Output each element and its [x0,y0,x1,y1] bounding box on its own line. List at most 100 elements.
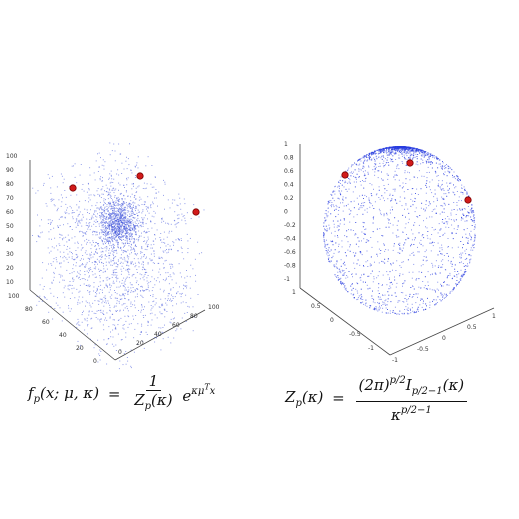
cube-point [121,198,123,200]
cube-point [130,205,131,207]
cube-point [125,269,127,271]
cube-point [172,311,173,313]
sphere-point [472,211,474,213]
sphere-point [418,170,420,172]
cube-point [145,232,147,234]
cube-point [100,222,102,224]
cube-point [79,211,81,213]
cube-x-tick: 20 [76,345,84,352]
sphere-point [339,251,340,253]
cube-point [153,186,155,188]
cube-point [113,228,115,230]
cube-point [106,312,108,314]
cube-point [138,230,140,232]
sphere-point [389,212,391,214]
cube-point [122,223,124,225]
cube-point [187,252,189,254]
cube-point [93,223,95,225]
cube-point [95,234,97,236]
cube-point [73,212,75,213]
sphere-point [384,250,386,252]
cube-point [91,244,93,246]
sphere-point [379,228,381,230]
sphere-point [386,190,388,191]
cube-point [169,263,171,265]
cube-point [54,205,56,207]
cube-point [57,249,59,251]
cube-point [154,314,156,316]
cube-point [123,219,125,221]
sphere-point [424,210,426,212]
cube-point [101,214,103,216]
cube-point [118,234,120,235]
cube-point [127,158,129,160]
cube-y-tick: 100 [208,304,220,311]
sphere-point [416,150,418,152]
cube-point [112,313,114,315]
cube-point [38,236,40,238]
cube-point [170,267,172,269]
cube-point [164,308,166,310]
cube-point [98,353,100,355]
cube-point [123,207,125,209]
cube-point [141,256,143,258]
sphere-point [361,254,363,256]
sphere-point [374,171,376,173]
cube-point [135,244,136,246]
sphere-point [446,284,448,286]
sphere-point [426,154,428,156]
cube-point [87,279,89,281]
cube-point [87,212,88,213]
cube-point [143,201,145,203]
cube-point [130,263,132,265]
cube-point [160,247,161,249]
cube-point [116,222,118,224]
cube-point [129,235,131,237]
cube-point [131,252,132,254]
cube-point [171,230,173,232]
cube-point [96,293,98,295]
sphere-point [386,149,388,151]
cube-point [105,227,107,229]
cube-point [50,263,52,265]
cube-point [90,269,92,270]
sphere-point [470,236,472,238]
cube-point [108,236,110,238]
sphere-point [375,194,377,196]
sphere-point [338,190,340,192]
cube-point [86,270,88,272]
cube-point [77,241,79,243]
sphere-point [445,193,447,195]
cube-point [111,274,113,276]
cube-point [105,285,107,287]
cube-point [112,282,114,284]
cube-point [118,229,120,230]
cube-point [93,172,95,174]
sphere-point [343,283,345,285]
cube-point [118,209,119,211]
cube-point [108,217,110,219]
cube-point [119,263,121,264]
cube-point [98,256,100,258]
cube-point [203,209,205,211]
cube-point [46,205,48,207]
sphere-point [402,301,404,302]
cube-point [154,234,156,236]
cube-point [99,319,101,321]
sphere-point [373,218,374,220]
cube-point [188,306,190,308]
cube-point [153,253,155,255]
cube-point [106,215,108,217]
sphere-point [416,311,418,313]
cube-point [111,206,113,208]
sphere-point [474,224,476,226]
sphere-point [341,190,343,192]
cube-point [122,218,124,219]
sphere-point [349,213,351,215]
sphere-point [425,204,427,205]
cube-point [46,269,48,271]
cube-point [50,192,52,194]
cube-point [178,193,180,195]
cube-point [145,223,147,225]
sphere-point [469,261,471,263]
